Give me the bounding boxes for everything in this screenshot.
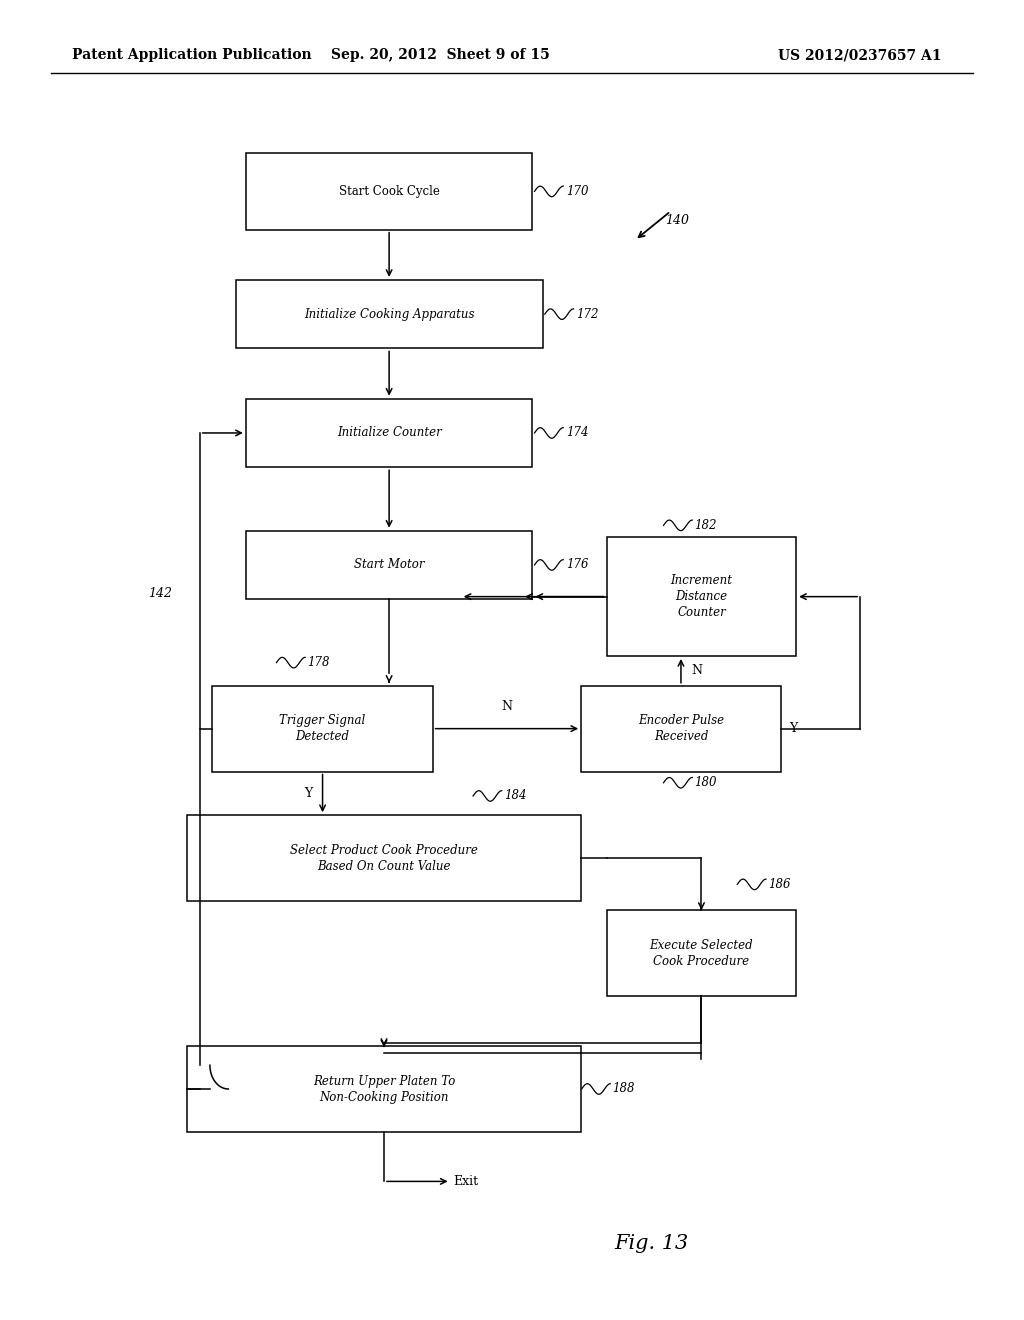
Text: N: N: [502, 700, 512, 713]
Text: 176: 176: [566, 558, 589, 572]
Text: Sep. 20, 2012  Sheet 9 of 15: Sep. 20, 2012 Sheet 9 of 15: [331, 49, 550, 62]
Text: 170: 170: [566, 185, 589, 198]
Text: 184: 184: [504, 789, 526, 803]
Bar: [186, 814, 582, 900]
Text: 178: 178: [307, 656, 330, 669]
Text: Start Cook Cycle: Start Cook Cycle: [339, 185, 439, 198]
Bar: [246, 399, 532, 467]
Text: Exit: Exit: [454, 1175, 479, 1188]
Text: Initialize Cooking Apparatus: Initialize Cooking Apparatus: [304, 308, 474, 321]
Text: Y: Y: [304, 787, 312, 800]
Text: Select Product Cook Procedure
Based On Count Value: Select Product Cook Procedure Based On C…: [290, 843, 478, 873]
Text: Patent Application Publication: Patent Application Publication: [72, 49, 311, 62]
Text: Encoder Pulse
Received: Encoder Pulse Received: [638, 714, 724, 743]
Bar: [213, 686, 432, 771]
Text: Fig. 13: Fig. 13: [614, 1234, 689, 1253]
Text: Return Upper Platen To
Non-Cooking Position: Return Upper Platen To Non-Cooking Posit…: [312, 1074, 456, 1104]
Text: Y: Y: [790, 722, 798, 735]
Text: 186: 186: [768, 878, 791, 891]
Text: 142: 142: [148, 587, 172, 601]
Text: 174: 174: [566, 426, 589, 440]
Text: Increment
Distance
Counter: Increment Distance Counter: [671, 574, 732, 619]
Bar: [246, 153, 532, 230]
Text: N: N: [691, 664, 702, 677]
Bar: [236, 280, 543, 348]
Bar: [582, 686, 780, 771]
Text: 140: 140: [666, 214, 689, 227]
Text: 172: 172: [577, 308, 599, 321]
Bar: [606, 537, 797, 656]
Bar: [186, 1045, 582, 1133]
Text: Start Motor: Start Motor: [354, 558, 424, 572]
Bar: [246, 531, 532, 599]
Text: Execute Selected
Cook Procedure: Execute Selected Cook Procedure: [649, 939, 754, 968]
Text: Initialize Counter: Initialize Counter: [337, 426, 441, 440]
Text: 182: 182: [694, 519, 717, 532]
Text: US 2012/0237657 A1: US 2012/0237657 A1: [778, 49, 942, 62]
Text: 180: 180: [694, 776, 717, 789]
Text: 188: 188: [612, 1082, 635, 1096]
Bar: [606, 911, 797, 995]
Text: Trigger Signal
Detected: Trigger Signal Detected: [280, 714, 366, 743]
